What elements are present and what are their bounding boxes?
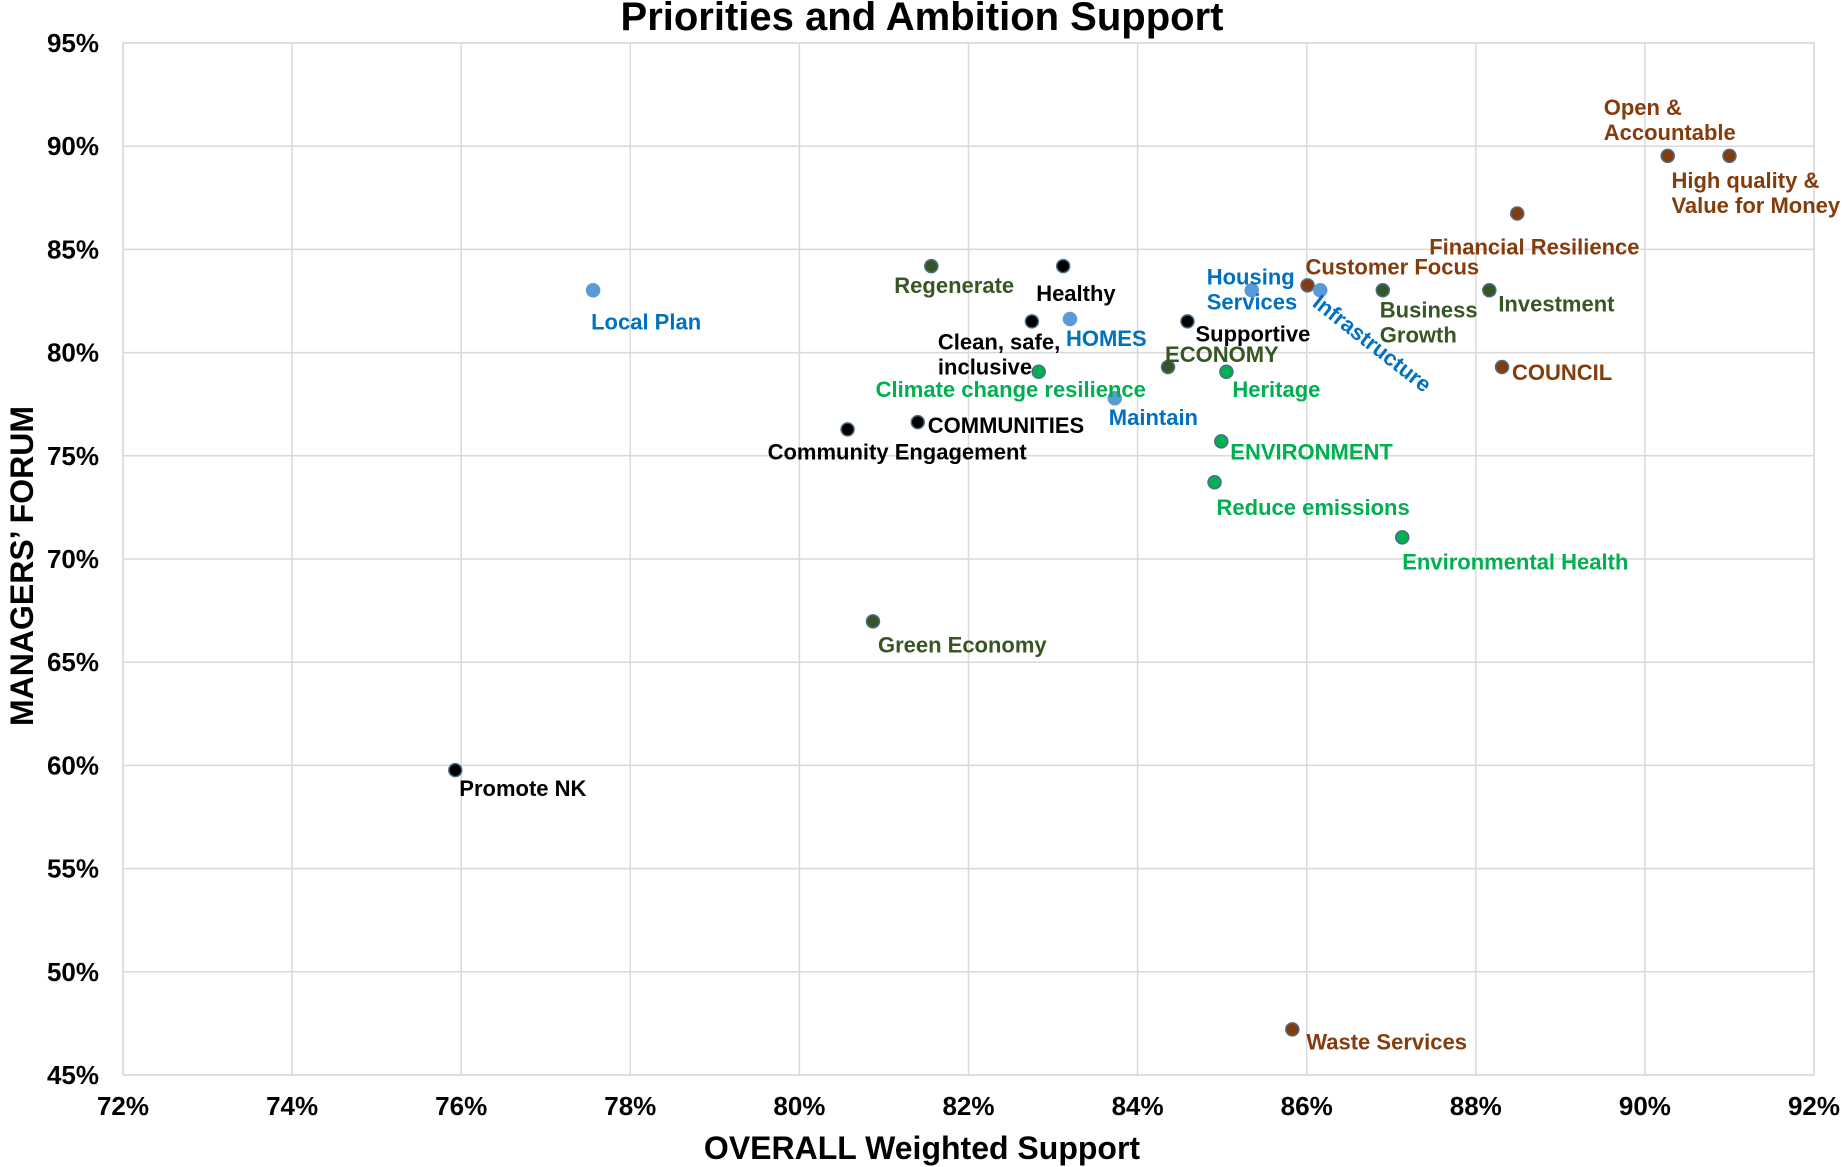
point-label: Green Economy: [878, 632, 1047, 657]
point-label: Promote NK: [459, 776, 586, 801]
x-tick-label: 92%: [1788, 1091, 1840, 1121]
y-tick-label: 80%: [47, 338, 99, 368]
data-point: [1660, 148, 1675, 164]
data-point: [585, 283, 601, 298]
point-label: Open & Accountable: [1604, 95, 1736, 145]
point-label: Housing Services: [1207, 264, 1298, 314]
data-point: [1394, 530, 1410, 545]
point-label: Healthy: [1036, 281, 1116, 306]
point-label: ECONOMY: [1165, 342, 1279, 367]
data-point: [1219, 364, 1234, 380]
point-label: Climate change resilience: [876, 377, 1146, 402]
data-point: [840, 422, 855, 437]
x-tick-label: 76%: [435, 1091, 487, 1121]
x-tick-label: 88%: [1450, 1091, 1502, 1121]
data-point: [1312, 283, 1328, 298]
data-point: [1160, 359, 1176, 375]
point-label: Local Plan: [591, 309, 701, 334]
y-tick-label: 90%: [47, 131, 99, 161]
data-point: [1214, 434, 1229, 449]
data-point: [1375, 283, 1391, 298]
y-axis-title: MANAGERS’ FORUM: [4, 406, 40, 726]
point-label: Maintain: [1109, 405, 1198, 430]
data-point: [1062, 311, 1078, 327]
x-tick-label: 80%: [773, 1091, 825, 1121]
y-tick-label: 70%: [47, 544, 99, 574]
data-points: [448, 148, 1737, 1037]
point-label: Waste Services: [1306, 1029, 1467, 1054]
y-tick-label: 60%: [47, 750, 99, 780]
data-point: [910, 414, 926, 430]
y-tick-label: 55%: [47, 854, 99, 884]
point-label: Supportive: [1195, 321, 1310, 346]
point-label: COMMUNITIES: [928, 413, 1084, 438]
point-label: Customer Focus: [1306, 254, 1480, 279]
data-point: [1285, 1022, 1300, 1037]
data-point: [1031, 364, 1046, 380]
point-label: Heritage: [1232, 377, 1320, 402]
y-tick-label: 85%: [47, 234, 99, 264]
data-point: [1207, 474, 1222, 490]
data-point: [1244, 283, 1259, 298]
data-point: [1024, 314, 1040, 329]
x-tick-label: 72%: [97, 1091, 149, 1121]
point-label: Regenerate: [894, 273, 1014, 298]
point-label: Community Engagement: [768, 439, 1028, 464]
point-label: Investment: [1498, 291, 1615, 316]
gridlines: [122, 42, 1815, 1076]
x-tick-label: 78%: [604, 1091, 656, 1121]
y-tick-label: 95%: [47, 28, 99, 58]
point-label: Reduce emissions: [1217, 495, 1410, 520]
data-point: [1509, 206, 1525, 221]
data-point: [1722, 148, 1737, 164]
point-label: Environmental Health: [1402, 549, 1628, 574]
point-label: High quality & Value for Money: [1671, 168, 1840, 218]
plot-frame: [122, 42, 1815, 1076]
y-tick-label: 65%: [47, 647, 99, 677]
data-point: [924, 258, 939, 274]
point-label: Business Growth: [1380, 297, 1478, 347]
tick-labels: 72% 74% 76% 78% 80% 82% 84% 86% 88% 90% 92% 45% 50% 5…: [47, 28, 1840, 1121]
y-tick-label: 75%: [47, 441, 99, 471]
x-tick-label: 84%: [1112, 1091, 1164, 1121]
x-axis-title: OVERALL Weighted Support: [704, 1130, 1140, 1166]
data-point: [448, 762, 463, 778]
point-label: COUNCIL: [1512, 360, 1612, 385]
data-point: [865, 614, 881, 629]
x-tick-label: 90%: [1619, 1091, 1671, 1121]
x-tick-label: 74%: [266, 1091, 318, 1121]
y-tick-label: 50%: [47, 957, 99, 987]
data-point: [1180, 314, 1195, 329]
data-point: [1300, 278, 1315, 293]
data-point: [1055, 258, 1071, 274]
point-label: HOMES: [1066, 326, 1147, 351]
chart-title: Priorities and Ambition Support: [621, 0, 1224, 39]
point-label: Financial Resilience: [1429, 234, 1639, 259]
point-label: Clean, safe, inclusive: [938, 329, 1060, 379]
data-point: [1494, 359, 1510, 375]
x-tick-label: 82%: [942, 1091, 994, 1121]
point-label: ENVIRONMENT: [1230, 439, 1393, 464]
data-point: [1107, 390, 1123, 406]
y-tick-label: 45%: [47, 1060, 99, 1090]
point-labels: Open & Accountable High quality & Value for…: [459, 95, 1841, 1054]
x-tick-label: 86%: [1281, 1091, 1333, 1121]
data-point: [1482, 283, 1497, 298]
